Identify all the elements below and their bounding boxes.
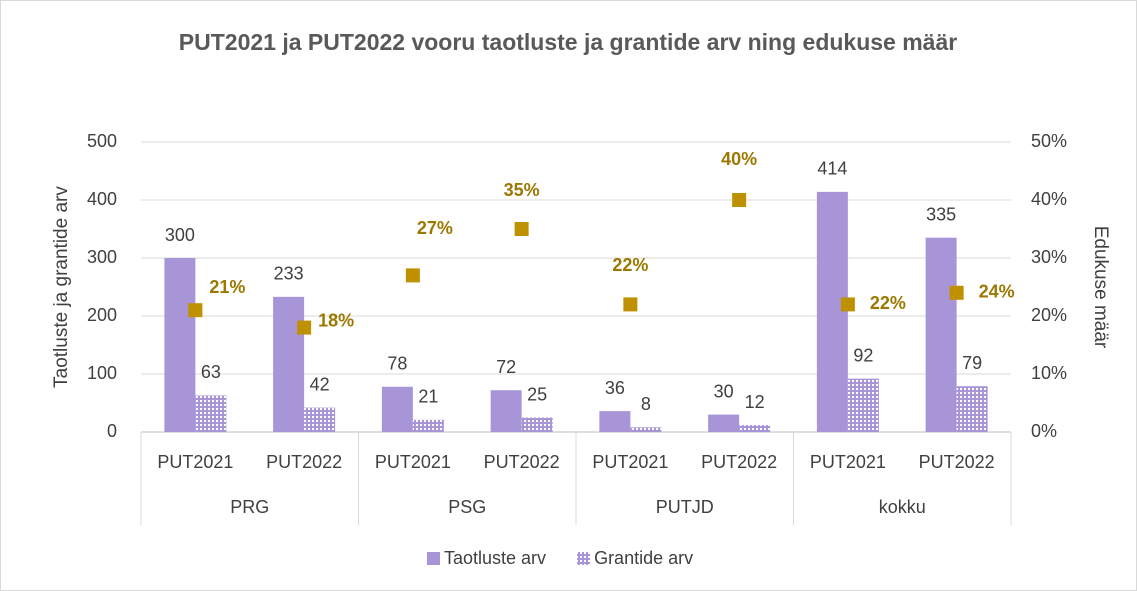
marker [623, 297, 638, 312]
bar [599, 411, 631, 432]
bar [273, 296, 305, 432]
bar [304, 407, 336, 432]
y-tick-label: 300 [87, 247, 117, 267]
data-label: 21 [418, 387, 438, 407]
marker [840, 297, 855, 312]
bar [490, 390, 522, 432]
data-label: 35% [504, 180, 540, 200]
bar [816, 191, 848, 432]
data-label: 8 [641, 394, 651, 414]
legend-swatch [577, 552, 591, 565]
group-label: kokku [879, 497, 926, 517]
bar [956, 386, 988, 432]
bar [708, 414, 740, 432]
data-label: 12 [745, 392, 765, 412]
x-tick-label: PUT2022 [266, 452, 342, 472]
x-tick-label: PUT2022 [919, 452, 995, 472]
marker [405, 268, 420, 283]
data-label: 72 [496, 357, 516, 377]
marker [297, 320, 312, 335]
y2-axis-label: Edukuse määr [1090, 226, 1111, 349]
data-label: 18% [318, 310, 354, 330]
marker [514, 222, 529, 236]
bar [412, 419, 444, 432]
marker [949, 285, 964, 300]
data-label: 22% [612, 255, 648, 275]
x-tick-label: PUT2022 [484, 452, 560, 472]
x-tick-label: PUT2021 [810, 452, 886, 472]
data-label: 300 [165, 225, 195, 245]
data-label: 63 [201, 362, 221, 382]
x-tick-label: PUT2021 [375, 452, 451, 472]
y2-tick-label: 30% [1031, 247, 1067, 267]
y-tick-label: 200 [87, 305, 117, 325]
x-tick-label: PUT2021 [157, 452, 233, 472]
data-label: 92 [853, 345, 873, 365]
data-label: 79 [962, 353, 982, 373]
y2-tick-label: 40% [1031, 189, 1067, 209]
data-label: 22% [870, 293, 906, 313]
y2-tick-label: 10% [1031, 363, 1067, 383]
data-label: 40% [721, 149, 757, 169]
data-label: 30 [714, 381, 734, 401]
data-label: 21% [209, 277, 245, 297]
legend-label: Taotluste arv [444, 548, 546, 568]
legend-swatch [427, 552, 440, 565]
y-tick-label: 500 [87, 131, 117, 151]
data-label: 233 [274, 264, 304, 284]
data-label: 25 [527, 384, 547, 404]
bar [381, 386, 413, 432]
group-label: PUTJD [656, 497, 714, 517]
y-tick-label: 0 [107, 421, 117, 441]
x-tick-label: PUT2021 [592, 452, 668, 472]
bar [164, 258, 196, 432]
y2-tick-label: 20% [1031, 305, 1067, 325]
y2-tick-label: 50% [1031, 131, 1067, 151]
bar [195, 395, 227, 432]
y-tick-label: 100 [87, 363, 117, 383]
data-label: 24% [979, 282, 1015, 302]
data-label: 36 [605, 378, 625, 398]
data-label: 27% [417, 218, 453, 238]
y-axis-label: Taotluste ja grantide arv [51, 186, 72, 388]
marker [732, 193, 747, 207]
legend-label: Grantide arv [594, 548, 693, 568]
bar [630, 427, 662, 432]
group-label: PRG [230, 497, 269, 517]
x-tick-label: PUT2022 [701, 452, 777, 472]
y2-tick-label: 0% [1031, 421, 1057, 441]
chart-title: PUT2021 ja PUT2022 vooru taotluste ja gr… [178, 29, 958, 55]
y-tick-label: 400 [87, 189, 117, 209]
data-label: 78 [387, 354, 407, 374]
bar [847, 378, 879, 432]
data-label: 414 [817, 159, 847, 179]
bar [739, 425, 771, 432]
bar [521, 417, 553, 432]
bar [925, 237, 957, 432]
group-label: PSG [448, 497, 486, 517]
marker [188, 303, 203, 318]
data-label: 42 [310, 374, 330, 394]
data-label: 335 [926, 204, 956, 224]
